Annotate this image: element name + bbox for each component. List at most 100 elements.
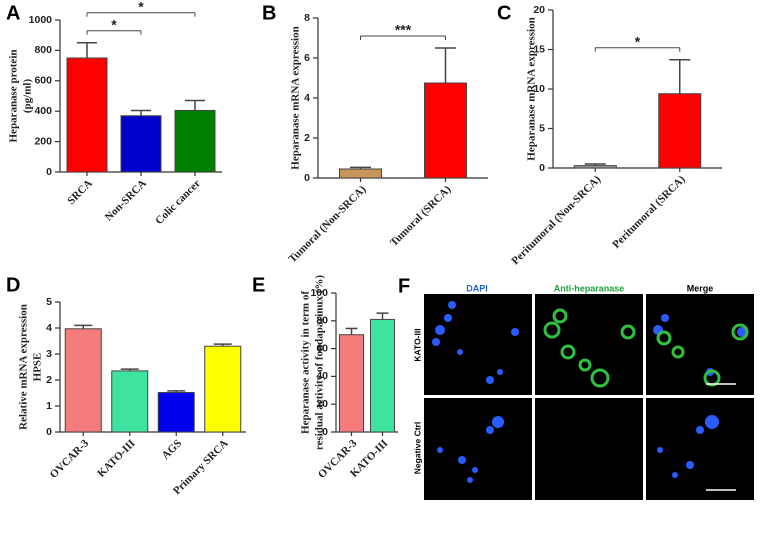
y-tick-label: 100 xyxy=(310,287,328,299)
y-axis-label: residual activity of fondaparinux (%) xyxy=(314,275,326,451)
y-tick-label: 4 xyxy=(304,92,310,104)
y-tick-label: 200 xyxy=(34,135,52,147)
x-tick-label: Tumoral (Non-SRCA) xyxy=(287,183,369,265)
column-label: DAPI xyxy=(466,283,488,293)
y-tick-label: 0 xyxy=(46,166,52,178)
y-tick-label: 6 xyxy=(304,52,310,64)
bar xyxy=(204,345,242,433)
error-bar xyxy=(185,99,205,111)
bar xyxy=(658,93,702,169)
y-axis-label: (pg/ml) xyxy=(22,79,34,114)
column-label: Merge xyxy=(687,283,714,293)
y-tick-label: 600 xyxy=(34,75,52,87)
chart: E Heparanase activity in term of residual … xyxy=(252,274,398,481)
y-tick-label: 20 xyxy=(316,398,328,410)
error-bar xyxy=(131,109,151,116)
chart: A Heparanase protein (pg/ml) 0 200 400 600 800 1… xyxy=(6,0,222,227)
micrograph xyxy=(424,294,532,395)
row-label: Negative Ctrl xyxy=(412,422,422,474)
y-axis-label: Relative mRNA expression xyxy=(18,304,30,430)
y-tick-label: 3 xyxy=(46,348,52,360)
x-tick-label: Peritumoral (SRCA) xyxy=(610,173,688,251)
y-tick-label: 80 xyxy=(316,315,328,327)
bar xyxy=(339,334,364,433)
y-tick-label: 5 xyxy=(46,296,52,308)
nuclei xyxy=(432,301,747,483)
bar xyxy=(174,109,216,173)
panel-letter: D xyxy=(6,274,20,296)
y-tick-label: 4 xyxy=(46,322,52,334)
y-tick-label: 400 xyxy=(34,105,52,117)
error-bar xyxy=(350,166,371,169)
y-tick-label: 10 xyxy=(533,83,545,95)
bar xyxy=(111,370,149,433)
row-label: KATO-III xyxy=(412,328,422,361)
panel-letter: B xyxy=(262,2,276,24)
bar xyxy=(66,57,108,173)
significance-bracket: * xyxy=(86,0,196,17)
x-tick-label: AGS xyxy=(160,437,184,461)
error-bar xyxy=(435,47,456,83)
error-bar xyxy=(213,343,232,347)
error-bar xyxy=(74,324,93,329)
error-bar xyxy=(669,59,691,94)
panel-letter: E xyxy=(252,274,265,296)
y-tick-label: 0 xyxy=(322,426,328,438)
significance-label: *** xyxy=(395,22,412,38)
x-tick-label: OVCAR-3 xyxy=(48,437,92,481)
panel-letter: C xyxy=(497,2,511,24)
y-tick-label: 5 xyxy=(539,122,545,134)
stain xyxy=(543,308,749,388)
y-tick-label: 20 xyxy=(533,4,545,16)
error-bar xyxy=(345,327,358,335)
x-tick-label: Non-SRCA xyxy=(103,177,149,223)
micrograph xyxy=(535,294,643,395)
micrograph xyxy=(646,398,754,500)
significance-label: * xyxy=(111,17,117,33)
bar xyxy=(573,165,617,169)
x-tick-label: Peritumoral (Non-SRCA) xyxy=(509,173,603,267)
error-bar xyxy=(77,42,97,58)
x-tick-label: Tumoral (SRCA) xyxy=(388,183,454,249)
y-tick-label: 2 xyxy=(304,132,310,144)
y-tick-label: 800 xyxy=(34,44,52,56)
y-tick-label: 0 xyxy=(304,172,310,184)
bar xyxy=(339,168,382,179)
significance-bracket: * xyxy=(86,17,142,35)
y-tick-label: 15 xyxy=(533,43,545,55)
x-tick-label: KATO-III xyxy=(95,437,137,479)
bar xyxy=(370,318,395,433)
y-axis-label: Heparanase protein xyxy=(8,50,20,143)
y-axis-label: Heparanase activity in term of xyxy=(300,291,312,434)
panel-letter: F xyxy=(398,275,410,297)
x-tick-label: SRCA xyxy=(65,177,95,207)
y-tick-label: 0 xyxy=(46,426,52,438)
y-tick-label: 40 xyxy=(316,370,328,382)
micrograph xyxy=(535,398,643,500)
panel-letter: A xyxy=(6,2,20,24)
y-axis-label: Heparanase mRNA expression xyxy=(290,26,302,169)
error-bar xyxy=(584,163,606,166)
chart: D Relative mRNA expression HPSE 0 1 2 3 4 5 OVCAR… xyxy=(6,274,246,497)
significance-label: * xyxy=(138,0,144,15)
error-bar xyxy=(120,368,139,371)
significance-bracket: * xyxy=(594,33,681,52)
bar xyxy=(157,391,195,433)
y-tick-label: 60 xyxy=(316,342,328,354)
significance-bracket: *** xyxy=(360,22,446,40)
significance-label: * xyxy=(635,33,641,49)
bar xyxy=(64,328,102,433)
y-axis-label: Heparanase mRNA expression xyxy=(526,17,538,160)
bar xyxy=(424,82,467,179)
y-tick-label: 2 xyxy=(46,374,52,386)
bar xyxy=(120,115,162,173)
error-bar xyxy=(167,390,186,393)
error-bar xyxy=(376,312,389,320)
y-tick-label: 1 xyxy=(46,400,52,412)
image-panel: F DAPI Anti-heparanase Merge KATO-III Ne… xyxy=(398,275,754,500)
y-tick-label: 8 xyxy=(304,12,310,24)
x-tick-label: Colic cancer xyxy=(153,177,203,227)
